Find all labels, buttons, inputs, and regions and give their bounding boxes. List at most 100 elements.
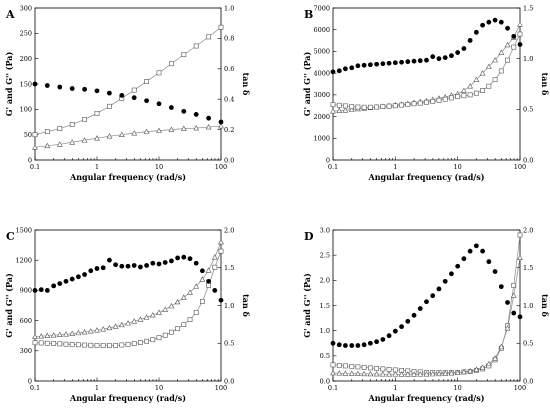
y2-tick-label: 0.0 [224,156,234,164]
series-circle [330,17,523,75]
data-point [107,257,112,263]
data-point [417,58,423,64]
y2-tick-label: 0.0 [523,156,533,164]
data-point [361,342,367,348]
data-point [342,370,349,376]
data-point [81,137,88,143]
data-point [51,341,57,346]
data-point [436,97,442,103]
data-point [411,312,417,318]
data-point [143,314,150,320]
data-point [212,288,218,293]
data-point [107,90,112,96]
data-point [473,90,479,96]
data-point [367,340,373,346]
data-point [424,99,429,105]
data-point [436,370,442,377]
panel-c: 0.1 1 10 100 0 300 600 900 1200 1500 0.0 0.5 1.0 1.5 2… [4,226,251,403]
y2-tick-label: 0.5 [523,106,533,114]
data-point [131,318,138,324]
data-point [480,22,486,28]
data-point [175,255,180,261]
data-point [81,329,88,335]
data-point [51,283,57,289]
data-point [144,338,150,344]
data-point [355,364,361,370]
series-triangle [32,123,224,150]
data-point [113,262,118,268]
y2-tick-label: 0.5 [224,340,234,348]
y2-axis-title: tan δ [241,294,251,317]
data-point [492,355,498,361]
data-point [399,324,404,330]
data-point [373,371,380,377]
data-point [355,63,361,69]
data-point [88,268,94,274]
data-point [137,316,144,322]
data-point [119,342,125,348]
data-point [473,243,479,249]
data-point [168,126,175,132]
data-point [355,370,361,377]
data-point [156,309,162,315]
data-point [138,264,143,270]
series-circle [32,81,224,125]
data-point [342,66,348,72]
data-point [156,101,162,107]
data-point [479,70,486,76]
data-point [485,63,492,69]
data-point [379,371,386,377]
data-point [449,53,454,59]
data-point [386,333,392,339]
data-point [56,331,63,337]
data-point [156,335,162,341]
data-point [330,69,336,75]
data-point [181,254,187,260]
data-point [162,260,168,265]
data-point [473,366,480,372]
data-point [405,102,411,107]
data-point [380,104,386,109]
data-point [63,341,69,347]
data-point [342,363,348,369]
data-point [44,142,51,149]
data-point [193,260,199,266]
data-point [380,366,386,372]
panel-label: C [6,230,15,243]
data-point [361,365,367,370]
data-point [206,278,212,284]
data-point [386,103,392,109]
x-tick-label: 10 [454,384,462,392]
data-point [442,96,448,102]
data-point [392,328,398,334]
data-point [460,87,467,93]
data-point [206,34,212,40]
data-point [131,263,137,268]
data-point [467,248,473,254]
y-tick-label: 0.5 [320,352,330,360]
data-point [113,342,118,348]
series-circle [330,243,523,348]
y-tick-label: 0.0 [320,377,330,385]
data-point [492,77,498,83]
data-point [38,333,45,339]
data-point [442,278,448,284]
data-point [187,256,193,262]
series-triangle [330,254,523,377]
y-axis-title: G' and G'' (Pa) [302,52,312,117]
x-axis-title: Angular frequency (rad/s) [367,172,484,182]
data-point [199,276,206,282]
data-point [411,101,417,107]
data-point [436,286,442,292]
data-point [218,297,224,303]
data-point [367,104,373,110]
data-point [498,284,504,290]
data-point [374,366,380,371]
data-point [330,340,336,346]
y-tick-label: 2.5 [320,251,330,259]
data-point [511,44,517,50]
data-point [100,326,107,332]
data-point [330,369,336,376]
y-axis-title: G' and G'' (Pa) [4,52,14,117]
data-point [430,98,436,104]
